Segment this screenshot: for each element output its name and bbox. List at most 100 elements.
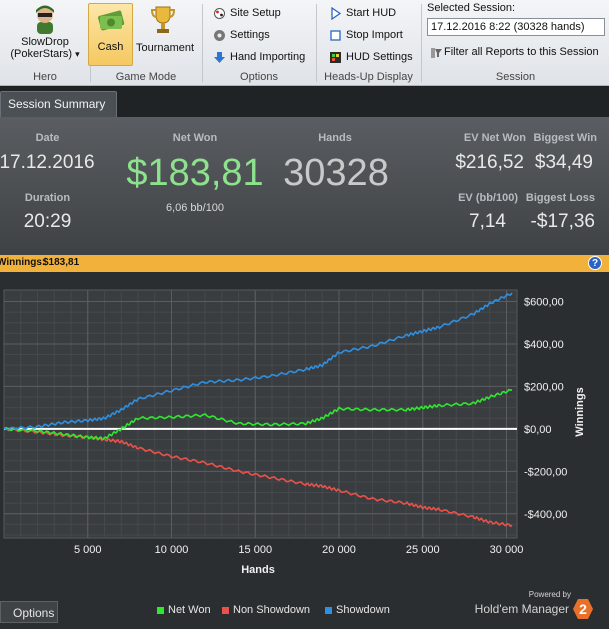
legend-label-non-showdown: Non Showdown [233, 604, 311, 616]
date-label: Date [35, 132, 60, 144]
y-tick-label: $600,00 [524, 296, 564, 308]
filter-reports-label: Filter all Reports to this Session [444, 46, 599, 58]
start-hud-button[interactable]: Start HUD [329, 4, 396, 22]
y-tick-label: -$400,00 [524, 509, 567, 521]
y-axis-label: Winnings [574, 387, 586, 436]
ev-bb-value: 7,14 [469, 211, 506, 232]
selected-session-title: Selected Session: [427, 2, 516, 14]
hud-settings-label: HUD Settings [346, 51, 413, 63]
series-line-showdown [3, 292, 513, 431]
legend-label-showdown: Showdown [336, 604, 390, 616]
hem2-logo-icon: 2 [573, 599, 593, 619]
hero-name: SlowDrop [21, 36, 69, 48]
session-group: Selected Session: Session [422, 0, 609, 86]
start-hud-label: Start HUD [346, 7, 397, 19]
session-group-label: Session [495, 71, 536, 83]
x-tick-label: 25 000 [406, 544, 440, 556]
hero-site: (PokerStars) [10, 48, 73, 60]
stop-import-label: Stop Import [346, 29, 403, 41]
filter-icon [431, 47, 442, 58]
y-tick-label: $200,00 [524, 381, 564, 393]
brand-name: Hold'em Manager [474, 602, 569, 616]
winnings-label: Winnings: [0, 257, 46, 268]
legend-swatch-non-showdown [222, 606, 229, 614]
options-button[interactable]: Options [0, 601, 58, 623]
tournament-button[interactable]: Tournament [136, 3, 195, 66]
options-group: Site Setup Settings Hand Importing Optio… [203, 0, 315, 86]
trophy-icon [150, 6, 176, 33]
hud-settings-icon [330, 51, 341, 63]
brand-row: Hold'em Manager 2 [475, 599, 593, 619]
biggest-win-label: Biggest Win [533, 132, 597, 144]
tab-bar: Session Summary [0, 87, 609, 117]
ev-net-won-value: $216,52 [455, 152, 524, 173]
divider [202, 4, 203, 82]
y-tick-label: $400,00 [524, 339, 564, 351]
site-setup-icon [214, 7, 225, 19]
legend-non-showdown[interactable]: Non Showdown [222, 604, 310, 616]
cash-button[interactable]: Cash [88, 3, 133, 66]
hands-value: 30328 [283, 152, 389, 194]
legend-showdown[interactable]: Showdown [325, 604, 390, 616]
session-select[interactable]: 17.12.2016 8:22 (30328 hands) [427, 18, 605, 36]
settings-label: Settings [230, 29, 270, 41]
x-tick-label: 10 000 [155, 544, 189, 556]
stop-icon [330, 29, 341, 41]
help-icon[interactable]: ? [588, 256, 602, 270]
settings-button[interactable]: Settings [213, 26, 270, 44]
y-tick-label: -$200,00 [524, 466, 567, 478]
game-mode-group-label: Game Mode [115, 71, 177, 83]
import-arrow-icon [214, 51, 225, 63]
series-line-net-won [3, 388, 513, 441]
biggest-loss-value: -$17,36 [530, 211, 595, 232]
net-won-label: Net Won [172, 132, 218, 144]
date-value: 17.12.2016 [0, 152, 95, 173]
net-won-bb: 6,06 bb/100 [165, 202, 225, 214]
ev-bb-label: EV (bb/100) [458, 192, 518, 204]
divider [316, 4, 317, 82]
hero-avatar-icon [36, 5, 54, 34]
tournament-label: Tournament [136, 42, 195, 54]
hero-site-line: (PokerStars) ▾ [2, 48, 88, 60]
gear-icon [214, 29, 225, 41]
winnings-value: $183,81 [43, 257, 80, 268]
stop-import-button[interactable]: Stop Import [329, 26, 403, 44]
x-axis-label: Hands [241, 564, 275, 576]
chevron-down-icon: ▾ [75, 49, 80, 59]
hero-group-label: Hero [33, 71, 57, 83]
biggest-loss-label: Biggest Loss [525, 192, 595, 204]
hud-group-label: Heads-Up Display [324, 71, 413, 83]
tab-session-summary[interactable]: Session Summary [0, 91, 117, 117]
biggest-win-value: $34,49 [534, 152, 593, 173]
hud-settings-button[interactable]: HUD Settings [329, 48, 413, 66]
legend-label-net-won: Net Won [168, 604, 211, 616]
winnings-chart-area: 5 000 10 000 15 000 20 000 25 000 30 000 $600… [0, 272, 609, 629]
filter-reports-button[interactable]: Filter all Reports to this Session [430, 43, 599, 61]
hem-brand: Powered by Hold'em Manager 2 [475, 590, 593, 619]
options-group-label: Options [240, 71, 278, 83]
site-setup-label: Site Setup [230, 7, 281, 19]
hands-label: Hands [318, 132, 352, 144]
ribbon-toolbar: SlowDrop (PokerStars) ▾ Hero Cash [0, 0, 609, 86]
x-tick-label: 20 000 [322, 544, 356, 556]
hero-selector[interactable]: SlowDrop (PokerStars) ▾ [2, 2, 88, 66]
play-icon [331, 6, 342, 20]
legend-net-won[interactable]: Net Won [157, 604, 211, 616]
winnings-bar: Winnings: $183,81 ? [0, 255, 609, 272]
x-tick-label: 5 000 [74, 544, 102, 556]
hud-group: Start HUD Stop Import HUD Settings Heads… [317, 0, 420, 86]
divider [421, 4, 422, 82]
cash-icon [97, 10, 124, 31]
legend-swatch-showdown [325, 606, 332, 614]
x-tick-label: 30 000 [490, 544, 524, 556]
hand-importing-button[interactable]: Hand Importing [213, 48, 305, 66]
duration-value: 20:29 [23, 211, 72, 232]
game-mode-group: Cash Tournament Game Mode [88, 0, 201, 86]
ev-net-won-label: EV Net Won [463, 132, 526, 144]
hand-importing-label: Hand Importing [230, 51, 306, 63]
cash-label: Cash [97, 41, 124, 53]
legend-swatch-net-won [157, 606, 164, 614]
duration-label: Duration [24, 192, 71, 204]
site-setup-button[interactable]: Site Setup [213, 4, 281, 22]
y-tick-label: $0,00 [524, 424, 552, 436]
